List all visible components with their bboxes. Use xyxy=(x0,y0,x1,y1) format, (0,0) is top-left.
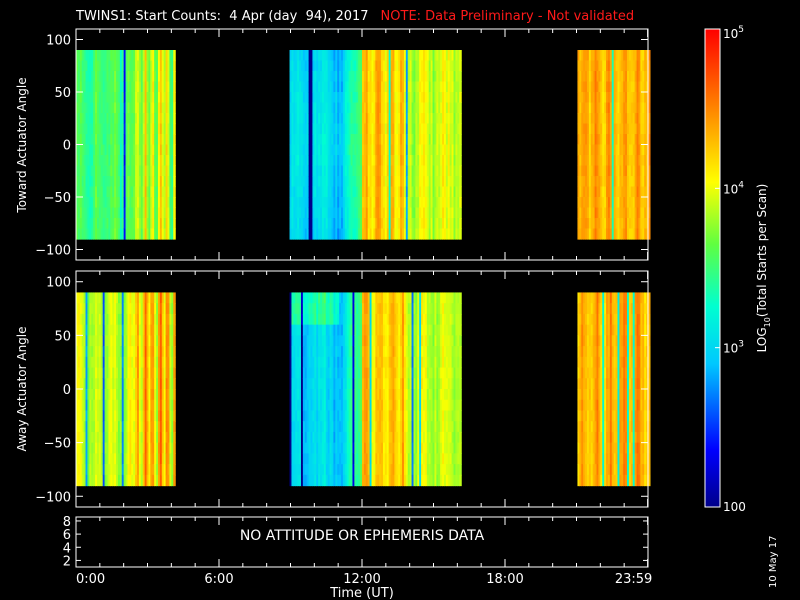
svg-text:0: 0 xyxy=(63,139,71,154)
preliminary-note: NOTE: Data Preliminary - Not validated xyxy=(380,9,635,24)
colorbar-gradient xyxy=(705,29,720,507)
toward-panel: 100 50 0 −50 −100 Toward Actuator Angle xyxy=(15,28,651,261)
colorbar-frame xyxy=(704,28,721,508)
svg-text:−50: −50 xyxy=(44,191,71,206)
toward-y-ticks: 100 50 0 −50 −100 xyxy=(35,34,648,259)
no-data-message: NO ATTITUDE OR EPHEMERIS DATA xyxy=(240,528,485,544)
away-y-label: Away Actuator Angle xyxy=(15,326,29,451)
time-axis-label: Time (UT) xyxy=(329,586,394,600)
time-x-ticks: 0:00 6:00 12:00 18:00 23:59 xyxy=(75,29,652,587)
away-heatmap xyxy=(76,292,651,487)
svg-text:−100: −100 xyxy=(35,244,71,259)
toward-y-label: Toward Actuator Angle xyxy=(15,77,29,213)
colorbar-label: LOG10(Total Starts per Scan) xyxy=(755,184,772,353)
svg-text:50: 50 xyxy=(54,86,71,101)
svg-text:100: 100 xyxy=(46,34,71,49)
generation-date: 10 May 17 xyxy=(768,535,779,588)
toward-heatmap xyxy=(76,50,651,240)
title-text: TWINS1: Start Counts: 4 Apr (day 94), 20… xyxy=(76,9,369,24)
figure-title: TWINS1: Start Counts: 4 Apr (day 94), 20… xyxy=(76,9,634,24)
